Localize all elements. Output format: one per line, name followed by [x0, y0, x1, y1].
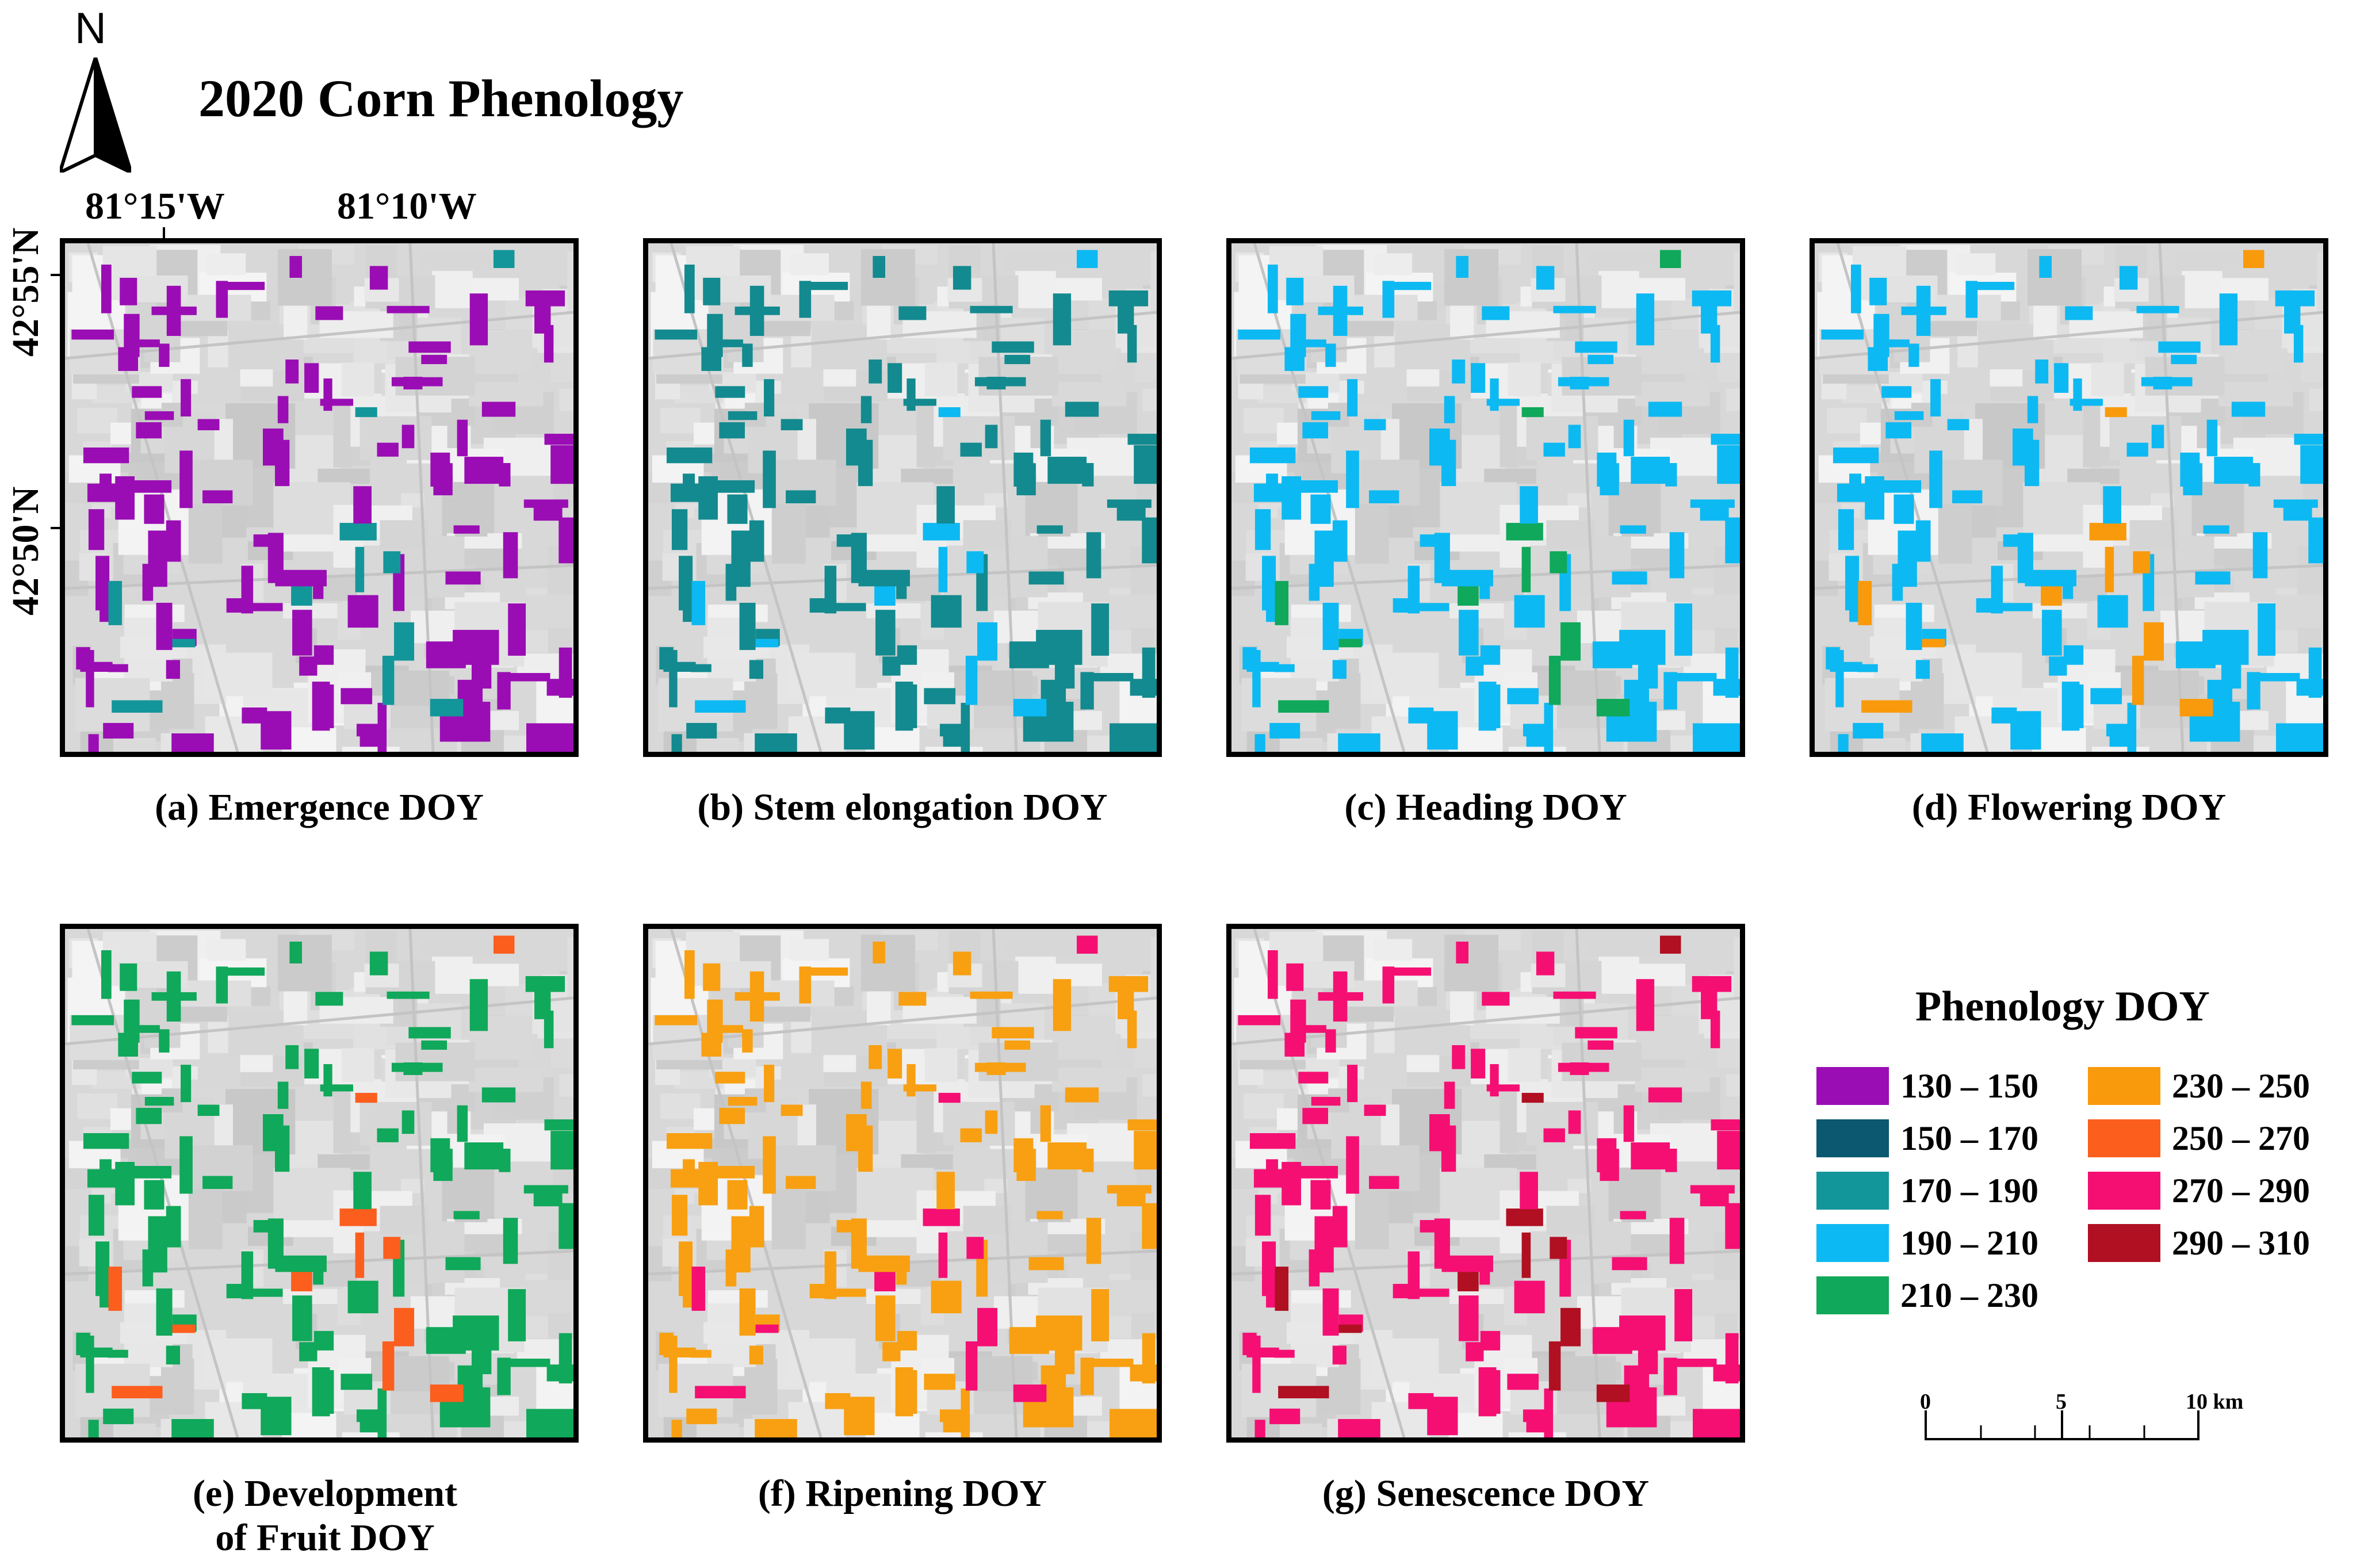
legend-swatch-230-250 — [2088, 1067, 2160, 1105]
legend-swatch-210-230 — [1816, 1276, 1889, 1314]
longitude-label-2: 81°10'W — [337, 185, 477, 227]
map-panel-heading — [1226, 238, 1745, 757]
legend-label-250-270: 250 – 270 — [2172, 1119, 2310, 1157]
map-panel-ripening — [643, 924, 1162, 1443]
scale-label-10km: 10 km — [2186, 1390, 2244, 1414]
caption-e: (e) Development of Fruit DOY — [192, 1473, 457, 1559]
caption-f: (f) Ripening DOY — [758, 1473, 1047, 1515]
caption-c: (c) Heading DOY — [1344, 786, 1627, 828]
map-title: 2020 Corn Phenology — [198, 69, 684, 128]
legend-swatch-190-210 — [1816, 1224, 1889, 1262]
map-panel-senescence — [1226, 924, 1745, 1443]
legend-swatch-170-190 — [1816, 1172, 1889, 1210]
panel-map-a — [65, 243, 573, 752]
map-panel-development-of-fruit — [60, 924, 579, 1443]
legend-swatch-150-170 — [1816, 1119, 1889, 1157]
legend-label-130-150: 130 – 150 — [1900, 1067, 2038, 1105]
map-panel-stem-elongation — [643, 238, 1162, 757]
legend-swatch-290-310 — [2088, 1224, 2160, 1262]
legend-swatch-270-290 — [2088, 1172, 2160, 1210]
legend-label-150-170: 150 – 170 — [1900, 1119, 2038, 1157]
caption-b: (b) Stem elongation DOY — [697, 786, 1108, 828]
panel-map-b — [648, 243, 1157, 752]
caption-d: (d) Flowering DOY — [1911, 786, 2227, 828]
panel-map-c — [1231, 243, 1740, 752]
legend-label-230-250: 230 – 250 — [2172, 1067, 2310, 1105]
scale-bar — [1925, 1410, 2199, 1440]
longitude-label-1: 81°15'W — [85, 185, 225, 227]
map-panel-flowering — [1810, 238, 2328, 757]
panel-map-g — [1231, 929, 1740, 1437]
legend-label-170-190: 170 – 190 — [1900, 1172, 2038, 1210]
map-panel-emergence — [60, 238, 579, 757]
legend-label-270-290: 270 – 290 — [2172, 1172, 2310, 1210]
scale-label-5: 5 — [2056, 1390, 2067, 1414]
panel-map-f — [648, 929, 1157, 1437]
legend-title: Phenology DOY — [1915, 983, 2210, 1030]
panel-map-e — [65, 929, 573, 1437]
legend-label-290-310: 290 – 310 — [2172, 1224, 2310, 1262]
north-label: N — [75, 4, 106, 53]
caption-g: (g) Senescence DOY — [1322, 1473, 1650, 1515]
legend-label-190-210: 190 – 210 — [1900, 1224, 2038, 1262]
scale-label-0: 0 — [1920, 1390, 1931, 1414]
legend-label-210-230: 210 – 230 — [1900, 1276, 2038, 1314]
north-arrow-icon — [60, 58, 131, 173]
panel-map-d — [1815, 243, 2323, 752]
legend-swatch-250-270 — [2088, 1119, 2160, 1157]
caption-a: (a) Emergence DOY — [155, 786, 484, 828]
legend-swatch-130-150 — [1816, 1067, 1889, 1105]
